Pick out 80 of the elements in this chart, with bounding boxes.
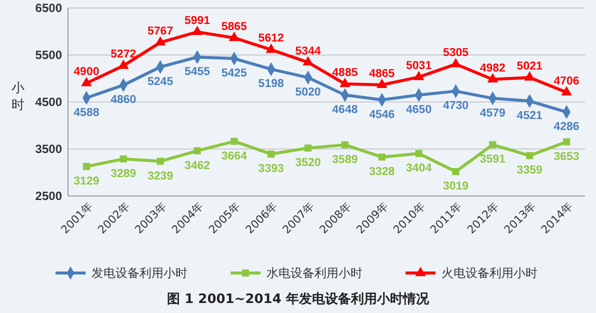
data-label: 5865: [221, 20, 248, 33]
point: [378, 154, 386, 161]
point: [487, 73, 498, 82]
data-label: 3591: [480, 154, 506, 166]
data-label: 3328: [369, 166, 396, 178]
point: [118, 60, 129, 69]
y-tick-label: 4500: [35, 95, 62, 110]
data-label: 4588: [74, 106, 100, 119]
data-label: 3239: [148, 170, 174, 182]
data-label: 4900: [74, 66, 100, 78]
point: [266, 44, 276, 53]
point: [524, 71, 535, 81]
data-label: 4982: [480, 62, 506, 74]
data-label: 5767: [148, 25, 174, 38]
y-tick-label: 3500: [35, 142, 62, 156]
data-label: 5305: [442, 47, 470, 60]
data-label: 5991: [184, 14, 211, 27]
point: [82, 162, 90, 170]
point: [304, 144, 312, 152]
y-tick-label: 2500: [35, 189, 62, 204]
data-label: 5021: [516, 60, 543, 73]
y-tick-label: 5500: [35, 48, 62, 62]
point: [192, 26, 203, 36]
point: [120, 155, 127, 162]
point: [194, 147, 201, 154]
point: [376, 78, 388, 88]
data-label: 3393: [258, 163, 284, 176]
point: [228, 32, 240, 41]
data-label: 4648: [332, 104, 358, 116]
data-label: 3359: [516, 164, 542, 177]
data-label: 3653: [554, 150, 580, 163]
point: [489, 141, 496, 148]
point: [563, 138, 570, 146]
data-label: 4521: [516, 110, 543, 122]
legend-label: 水电设备利用小时: [266, 266, 362, 280]
data-label: 5198: [258, 78, 284, 90]
data-label: 4860: [110, 94, 136, 106]
point: [452, 168, 460, 176]
data-label: 3404: [406, 162, 432, 175]
point: [341, 141, 348, 148]
data-label: 4546: [369, 108, 395, 121]
data-label: 4730: [442, 100, 469, 112]
legend-label: 火电设备利用小时: [442, 266, 538, 280]
data-label: 4650: [406, 104, 432, 116]
data-label: 3462: [184, 160, 210, 172]
point: [302, 56, 314, 66]
data-label: 3520: [295, 157, 321, 170]
data-label: 5020: [295, 86, 321, 99]
data-label: 5031: [406, 60, 432, 72]
data-label: 5344: [295, 45, 322, 58]
y-axis-title: 小时: [12, 81, 24, 113]
point: [526, 152, 534, 160]
point: [154, 36, 166, 46]
data-label: 3019: [442, 180, 469, 193]
point: [415, 150, 422, 158]
point: [561, 86, 572, 96]
data-label: 4885: [332, 66, 358, 79]
y-tick-label: 6500: [35, 1, 62, 16]
point: [156, 158, 164, 165]
data-label: 4579: [480, 107, 506, 120]
data-label: 3664: [221, 150, 248, 162]
point: [81, 76, 92, 86]
text: 图 1 2001~2014 年发电设备利用小时情况: [167, 291, 430, 307]
data-label: 5612: [258, 32, 284, 45]
point: [268, 150, 275, 158]
point: [450, 58, 462, 68]
point: [413, 70, 424, 80]
data-label: 5455: [184, 66, 211, 78]
data-label: 3289: [110, 168, 136, 180]
data-label: 5272: [110, 48, 136, 61]
data-label: 3589: [332, 154, 358, 166]
point: [230, 138, 238, 145]
data-label: 4706: [554, 75, 580, 88]
data-label: 3129: [74, 175, 100, 188]
data-label: 5425: [221, 68, 248, 80]
data-label: 5245: [148, 76, 174, 88]
legend-label: 发电设备利用小时: [92, 266, 188, 280]
point: [340, 78, 350, 88]
data-label: 4286: [554, 121, 580, 134]
data-label: 4865: [369, 68, 396, 80]
